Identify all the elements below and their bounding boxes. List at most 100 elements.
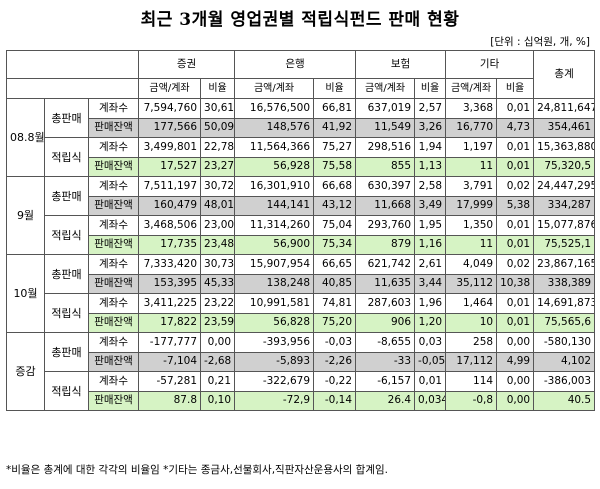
- table-cell: 75,20: [313, 312, 357, 333]
- table-cell: 114: [445, 371, 498, 392]
- table-cell: 17,112: [445, 351, 498, 372]
- table-cell: 1,16: [414, 234, 447, 255]
- table-cell: -0,03: [313, 332, 357, 353]
- header-sub: 비율: [414, 78, 447, 99]
- header-sub: 비율: [313, 78, 357, 99]
- table-cell: -322,679: [234, 371, 315, 392]
- table-cell: 5,38: [496, 195, 535, 216]
- table-cell: 75,525,1: [533, 234, 596, 255]
- row-label: 계좌수: [87, 371, 140, 392]
- table-cell: 11,635: [355, 273, 416, 294]
- table-cell: -393,956: [234, 332, 315, 353]
- table-cell: 66,81: [313, 98, 357, 119]
- row-label: 판매잔액: [87, 351, 140, 372]
- table-cell: 0,00: [200, 332, 236, 353]
- category-label: 총판매: [44, 332, 89, 372]
- table-cell: 0,01: [496, 215, 535, 236]
- table-cell: 56,900: [234, 234, 315, 255]
- table-cell: 17,527: [138, 156, 202, 177]
- row-label: 판매잔액: [87, 312, 140, 333]
- table-cell: 23,48: [200, 234, 236, 255]
- table-cell: 24,447,295: [533, 176, 596, 197]
- table-cell: -6,157: [355, 371, 416, 392]
- row-label: 계좌수: [87, 293, 140, 314]
- fund-sales-table: 증권 은행 보험 기타 총계 금액/계좌 비율 금액/계좌 비율 금액/계좌 비…: [5, 50, 596, 411]
- table-cell: 144,141: [234, 195, 315, 216]
- table-cell: 3,368: [445, 98, 498, 119]
- table-cell: 338,389: [533, 273, 596, 294]
- table-cell: 1,464: [445, 293, 498, 314]
- table-row: 판매잔액 -7,104 -2,68 -5,893 -2,26 -33 -0,05 17,112…: [7, 351, 596, 372]
- header-insurance: 보험: [355, 50, 447, 79]
- row-label: 판매잔액: [87, 273, 140, 294]
- row-label: 판매잔액: [87, 156, 140, 177]
- table-cell: 0,01: [414, 371, 447, 392]
- table-cell: 0,03: [414, 332, 447, 353]
- table-cell: 2,58: [414, 176, 447, 197]
- table-cell: 4,102: [533, 351, 596, 372]
- table-cell: 56,928: [234, 156, 315, 177]
- table-cell: 1,350: [445, 215, 498, 236]
- table-row: 판매잔액 153,395 45,33 138,248 40,85 11,635 3,44 35…: [7, 273, 596, 294]
- table-cell: 298,516: [355, 137, 416, 158]
- table-cell: 0,21: [200, 371, 236, 392]
- table-cell: 17,999: [445, 195, 498, 216]
- table-cell: 0,02: [496, 176, 535, 197]
- table-cell: 75,565,6: [533, 312, 596, 333]
- category-label: 총판매: [44, 176, 89, 216]
- table-cell: 16,770: [445, 117, 498, 138]
- table-cell: 3,499,801: [138, 137, 202, 158]
- table-cell: 0,01: [496, 234, 535, 255]
- table-cell: 3,44: [414, 273, 447, 294]
- table-cell: 11,668: [355, 195, 416, 216]
- table-cell: 0,01: [496, 312, 535, 333]
- table-cell: 87.8: [138, 390, 202, 411]
- header-sub: 금액/계좌: [234, 78, 315, 99]
- header-other: 기타: [445, 50, 535, 79]
- table-cell: 4,049: [445, 254, 498, 275]
- table-cell: 354,461: [533, 117, 596, 138]
- table-row: 판매잔액 17,527 23,27 56,928 75,58 855 1,13 11 0,01 7…: [7, 156, 596, 177]
- table-cell: 30,73: [200, 254, 236, 275]
- table-cell: 3,26: [414, 117, 447, 138]
- table-row: 판매잔액 177,566 50,09 148,576 41,92 11,549 3,26 16…: [7, 117, 596, 138]
- row-label: 판매잔액: [87, 117, 140, 138]
- table-cell: 7,594,760: [138, 98, 202, 119]
- table-cell: -386,003: [533, 371, 596, 392]
- table-cell: 17,822: [138, 312, 202, 333]
- table-cell: 1,13: [414, 156, 447, 177]
- table-cell: 287,603: [355, 293, 416, 314]
- table-cell: 1,20: [414, 312, 447, 333]
- table-cell: 906: [355, 312, 416, 333]
- table-row: 판매잔액 17,822 23,59 56,828 75,20 906 1,20 10 0,01 7…: [7, 312, 596, 333]
- table-cell: 26.4: [355, 390, 416, 411]
- table-cell: -0,22: [313, 371, 357, 392]
- table-cell: 3,468,506: [138, 215, 202, 236]
- table-cell: -2,68: [200, 351, 236, 372]
- table-row: 9월 총판매 계좌수 7,511,197 30,72 16,301,910 66,68 630…: [6, 176, 596, 255]
- table-cell: 160,479: [138, 195, 202, 216]
- table-cell: 10: [445, 312, 498, 333]
- table-cell: 0,01: [496, 293, 535, 314]
- table-cell: 74,81: [313, 293, 357, 314]
- table-cell: 0,01: [496, 98, 535, 119]
- header-total: 총계: [533, 50, 596, 99]
- table-cell: 35,112: [445, 273, 498, 294]
- table-cell: 75,320,5: [533, 156, 596, 177]
- table-cell: 153,395: [138, 273, 202, 294]
- table-cell: -33: [355, 351, 416, 372]
- row-label: 판매잔액: [87, 234, 140, 255]
- unit-label: [단위 : 십억원, 개, %]: [490, 36, 590, 48]
- table-cell: -0,8: [445, 390, 498, 411]
- table-cell: 16,301,910: [234, 176, 315, 197]
- table-row: 판매잔액 87.8 0,10 -72,9 -0,14 26.4 0,034 -0,8 0,00 4…: [7, 390, 596, 411]
- table-cell: 75,27: [313, 137, 357, 158]
- row-label: 계좌수: [87, 215, 140, 236]
- table-cell: 2,61: [414, 254, 447, 275]
- row-label: 판매잔액: [87, 390, 140, 411]
- header-row-groups: 증권 은행 보험 기타 총계: [5, 50, 596, 99]
- table-cell: 10,991,581: [234, 293, 315, 314]
- header-securities: 증권: [138, 50, 236, 79]
- table-cell: 56,828: [234, 312, 315, 333]
- table-cell: 0,034: [414, 390, 447, 411]
